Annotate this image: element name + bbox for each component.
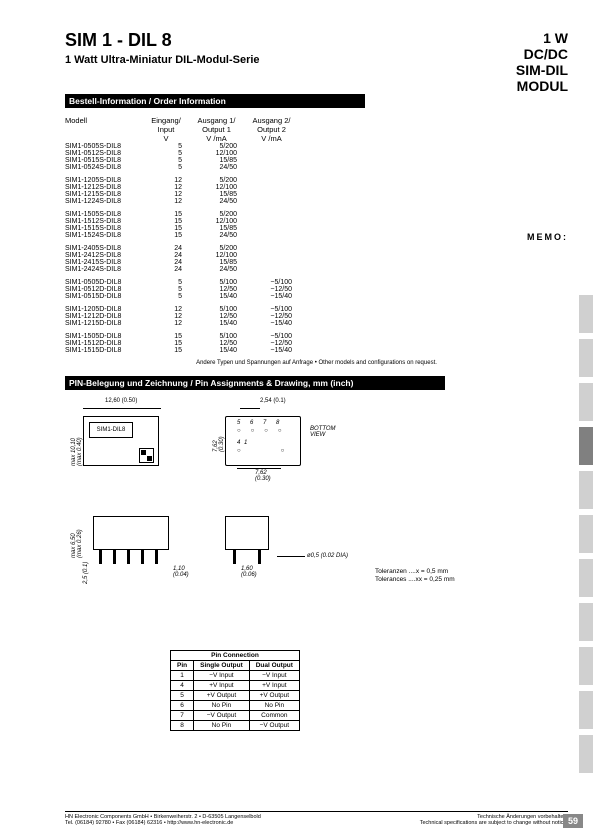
- dim-pitch: 2,54 (0.1): [260, 398, 286, 404]
- table-row: SIM1-1205D-DIL8125/100−5/100: [65, 306, 306, 313]
- table-row: SIM1-0505D-DIL855/100−5/100: [65, 279, 306, 286]
- dim-height-in: (max 0.40): [77, 438, 83, 467]
- table-row: SIM1-0515D-DIL8515/40−15/40: [65, 293, 306, 300]
- badge-line: 1 W: [516, 30, 568, 46]
- th-dual: Dual Output: [249, 661, 299, 671]
- th-single: Single Output: [194, 661, 250, 671]
- badge-line: MODUL: [516, 78, 568, 94]
- page-subtitle: 1 Watt Ultra-Miniatur DIL-Modul-Serie: [65, 54, 260, 66]
- page-number: 59: [563, 814, 583, 828]
- pin-row: 7−V OutputCommon: [171, 711, 300, 721]
- table-row: SIM1-1215S-DIL81215/85: [65, 191, 306, 198]
- badge-line: SIM-DIL: [516, 62, 568, 78]
- pin-row-top: 5 6 7 8: [237, 420, 283, 426]
- table-row: SIM1-1505D-DIL8155/100−5/100: [65, 333, 306, 340]
- th-model: Modell: [65, 116, 150, 143]
- table-row: SIM1-1515D-DIL81515/40−15/40: [65, 347, 306, 354]
- table-row: SIM1-1524S-DIL81524/50: [65, 232, 306, 239]
- page-title: SIM 1 - DIL 8: [65, 30, 260, 51]
- table-row: SIM1-2424S-DIL82424/50: [65, 266, 306, 273]
- pin-table-title: Pin Connection: [171, 651, 300, 661]
- th-out2: Ausgang 2/ Output 2 V /mA: [251, 116, 306, 143]
- pin-row: 5+V Output+V Output: [171, 691, 300, 701]
- bottom-view-label: BOTTOM VIEW: [310, 426, 336, 438]
- table-row: SIM1-1224S-DIL81224/50: [65, 198, 306, 205]
- table-row: SIM1-1515S-DIL81515/85: [65, 225, 306, 232]
- footer: HN Electronic Components GmbH • Birkenwe…: [65, 811, 568, 826]
- memo-label: MEMO:: [527, 232, 568, 242]
- section-order-info: Bestell-Information / Order Information: [65, 94, 365, 108]
- table-row: SIM1-1505S-DIL8155/200: [65, 211, 306, 218]
- dim-dia: ø0,5 (0.02 DIA): [307, 553, 348, 559]
- table-row: SIM1-1205S-DIL8125/200: [65, 177, 306, 184]
- order-table: Modell Eingang/ Input V Ausgang 1/ Outpu…: [65, 116, 306, 354]
- section-pin-drawing: PIN-Belegung und Zeichnung / Pin Assignm…: [65, 376, 445, 390]
- dim-762a-in: (0.30): [219, 437, 225, 453]
- table-row: SIM1-1212D-DIL81212/50−12/50: [65, 313, 306, 320]
- footer-left: HN Electronic Components GmbH • Birkenwe…: [65, 814, 261, 826]
- dim-160-in: (0.06): [241, 572, 257, 578]
- dim-110-in: (0.04): [173, 572, 189, 578]
- module-label: SIM1-DIL8: [89, 422, 133, 438]
- table-row: SIM1-0524S-DIL8524/50: [65, 164, 306, 171]
- th-out1: Ausgang 1/ Output 1 V /mA: [196, 116, 251, 143]
- index-tabs: [579, 295, 593, 779]
- tolerance-1: Toleranzen ....x = 0,5 mm: [375, 568, 448, 575]
- table-row: SIM1-1212S-DIL81212/100: [65, 184, 306, 191]
- tolerance-2: Tolerances ....xx = 0,25 mm: [375, 576, 455, 583]
- table-row: SIM1-0512D-DIL8512/50−12/50: [65, 286, 306, 293]
- table-row: SIM1-0512S-DIL8512/100: [65, 150, 306, 157]
- table-row: SIM1-2405S-DIL8245/200: [65, 245, 306, 252]
- pin-row: 1−V Input−V Input: [171, 671, 300, 681]
- pin-row: 4+V Input+V Input: [171, 681, 300, 691]
- table-row: SIM1-1512D-DIL81512/50−12/50: [65, 340, 306, 347]
- table-row: SIM1-2412S-DIL82412/100: [65, 252, 306, 259]
- drawing-area: 12,60 (0.50) SIM1-DIL8 max 10,10 (max 0.…: [65, 398, 495, 648]
- dim-width: 12,60 (0.50): [105, 398, 137, 404]
- table-row: SIM1-1512S-DIL81512/100: [65, 218, 306, 225]
- pin-connection-table: Pin Connection Pin Single Output Dual Ou…: [170, 650, 300, 731]
- product-badge: 1 W DC/DC SIM-DIL MODUL: [516, 30, 568, 94]
- pin-row-bottom: 4 1: [237, 440, 248, 446]
- footnote-other-types: Andere Typen und Spannungen auf Anfrage …: [65, 360, 568, 366]
- dim-762b-in: (0.30): [255, 476, 271, 482]
- table-row: SIM1-0515S-DIL8515/85: [65, 157, 306, 164]
- badge-line: DC/DC: [516, 46, 568, 62]
- th-pin: Pin: [171, 661, 194, 671]
- table-row: SIM1-2415S-DIL82415/85: [65, 259, 306, 266]
- dim-650-in: (max 0.26): [77, 530, 83, 559]
- pin-row: 6No PinNo Pin: [171, 701, 300, 711]
- table-row: SIM1-1215D-DIL81215/40−15/40: [65, 320, 306, 327]
- footer-right: Technische Änderungen vorbehalten. Techn…: [420, 814, 568, 826]
- dim-25: 2,5 (0.1): [83, 562, 89, 584]
- pin-row: 8No Pin−V Output: [171, 721, 300, 731]
- th-input: Eingang/ Input V: [150, 116, 196, 143]
- table-row: SIM1-0505S-DIL855/200: [65, 143, 306, 150]
